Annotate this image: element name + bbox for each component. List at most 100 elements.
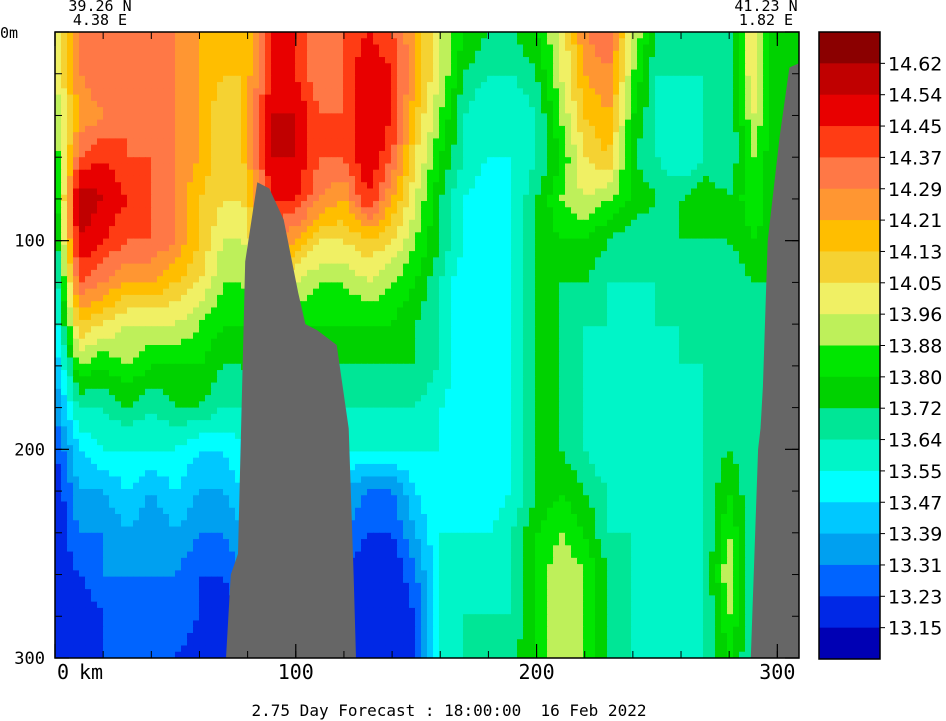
field-cell: [253, 132, 260, 140]
field-cell: [685, 132, 692, 140]
field-cell: [337, 63, 344, 71]
field-cell: [589, 276, 596, 283]
field-cell: [661, 157, 668, 165]
field-cell: [733, 57, 740, 64]
field-cell: [157, 32, 164, 39]
field-cell: [577, 207, 584, 215]
field-cell: [571, 219, 578, 227]
field-cell: [577, 88, 584, 96]
field-cell: [607, 100, 614, 108]
field-cell: [121, 150, 128, 158]
field-cell: [421, 263, 428, 271]
field-cell: [55, 100, 62, 108]
field-cell: [229, 88, 236, 96]
field-cell: [139, 32, 146, 39]
field-cell: [103, 150, 110, 158]
field-cell: [733, 44, 740, 52]
field-cell: [67, 125, 74, 133]
field-cell: [493, 244, 500, 252]
field-cell: [415, 194, 422, 202]
field-cell: [289, 32, 296, 39]
field-cell: [619, 157, 626, 165]
field-cell: [235, 144, 242, 152]
field-cell: [169, 244, 176, 252]
field-cell: [709, 188, 716, 196]
field-cell: [199, 182, 206, 190]
field-cell: [343, 194, 350, 202]
field-cell: [493, 257, 500, 265]
field-cell: [733, 226, 740, 233]
field-cell: [439, 251, 446, 258]
field-cell: [487, 232, 494, 240]
field-cell: [697, 44, 704, 52]
field-cell: [103, 213, 110, 221]
field-cell: [73, 219, 80, 227]
field-cell: [487, 144, 494, 152]
field-cell: [337, 138, 344, 146]
field-cell: [553, 175, 560, 183]
field-cell: [577, 182, 584, 190]
field-cell: [175, 107, 182, 114]
field-cell: [169, 94, 176, 102]
field-cell: [457, 63, 464, 71]
field-cell: [415, 276, 422, 283]
field-cell: [313, 63, 320, 71]
field-cell: [691, 175, 698, 183]
field-cell: [715, 163, 722, 171]
field-cell: [403, 207, 410, 215]
field-cell: [115, 32, 122, 39]
field-cell: [721, 69, 728, 77]
field-cell: [739, 188, 746, 196]
field-cell: [637, 32, 644, 39]
field-cell: [331, 163, 338, 171]
field-cell: [253, 38, 260, 46]
field-cell: [145, 82, 152, 89]
field-cell: [181, 119, 188, 127]
field-cell: [487, 194, 494, 202]
field-cell: [121, 201, 128, 208]
field-cell: [421, 226, 428, 233]
field-cell: [709, 150, 716, 158]
field-cell: [439, 82, 446, 89]
field-cell: [103, 188, 110, 196]
field-cell: [229, 188, 236, 196]
field-cell: [115, 82, 122, 89]
field-cell: [373, 244, 380, 252]
field-cell: [571, 144, 578, 152]
field-cell: [445, 213, 452, 221]
field-cell: [547, 182, 554, 190]
field-cell: [547, 263, 554, 271]
field-cell: [577, 38, 584, 46]
field-cell: [187, 100, 194, 108]
field-cell: [733, 50, 740, 58]
field-cell: [439, 226, 446, 233]
field-cell: [637, 182, 644, 190]
field-cell: [685, 113, 692, 121]
field-cell: [493, 263, 500, 271]
field-cell: [307, 157, 314, 165]
field-cell: [169, 226, 176, 233]
field-cell: [709, 107, 716, 114]
field-cell: [535, 219, 542, 227]
field-cell: [523, 169, 530, 177]
field-cell: [541, 57, 548, 64]
field-cell: [73, 113, 80, 121]
field-cell: [307, 276, 314, 283]
field-cell: [565, 119, 572, 127]
field-cell: [475, 82, 482, 89]
field-cell: [145, 232, 152, 240]
field-cell: [319, 75, 326, 83]
field-cell: [343, 94, 350, 102]
field-cell: [475, 125, 482, 133]
field-cell: [445, 63, 452, 71]
field-cell: [313, 194, 320, 202]
field-cell: [583, 107, 590, 114]
field-cell: [445, 150, 452, 158]
field-cell: [211, 219, 218, 227]
field-cell: [199, 226, 206, 233]
field-cell: [121, 75, 128, 83]
field-cell: [193, 94, 200, 102]
field-cell: [697, 263, 704, 271]
field-cell: [271, 169, 278, 177]
field-cell: [553, 188, 560, 196]
